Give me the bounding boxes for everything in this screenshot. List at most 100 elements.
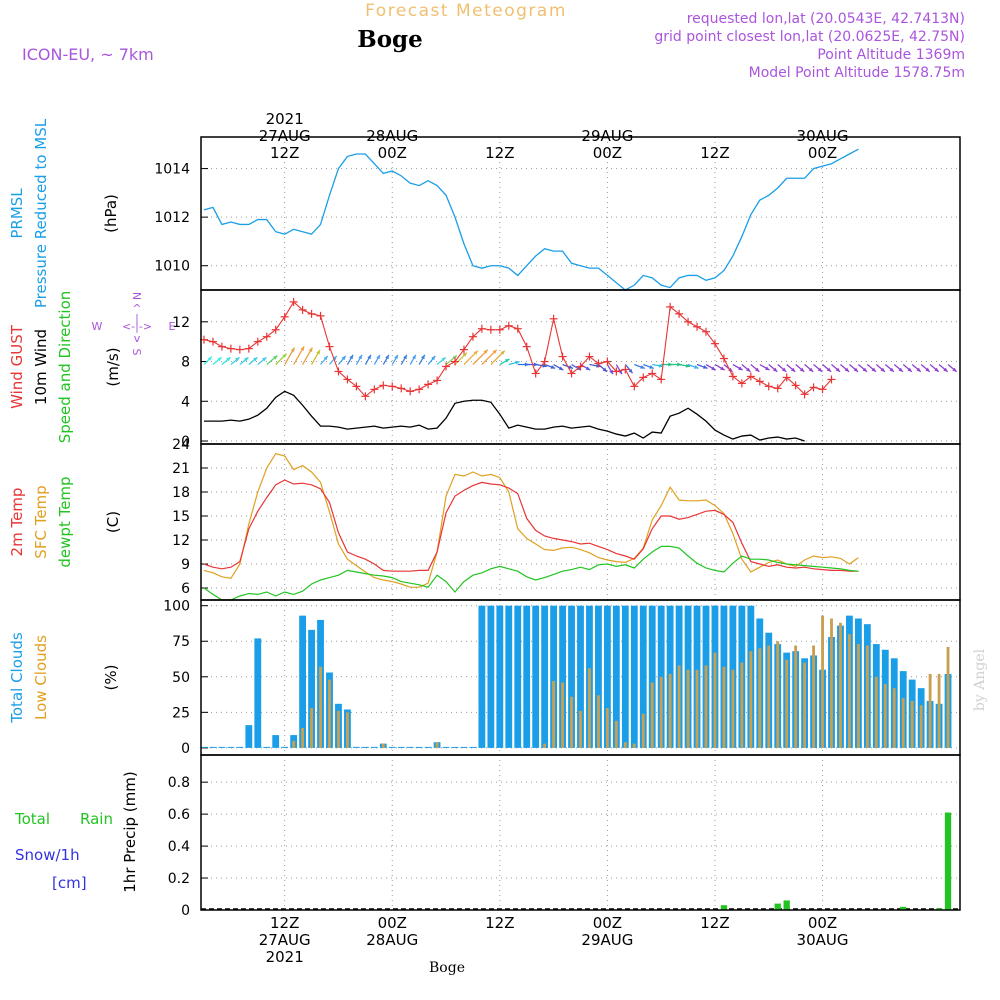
wind-arrow [840, 364, 850, 373]
wind-arrow-head [898, 367, 903, 372]
ytick-label-pressure: 1010 [154, 259, 190, 275]
total-cloud-bar [532, 605, 540, 748]
wind-gust-marker [388, 382, 397, 391]
total-cloud-bar [487, 605, 495, 748]
ytick-label-precip: 0 [181, 903, 190, 919]
panel-frame-precip [200, 754, 961, 911]
forecast-meteogram-title: Forecast Meteogram [365, 1, 567, 21]
time-top-label: 12Z [270, 144, 299, 162]
wind-arrow [732, 363, 743, 371]
wind-arrow [643, 363, 654, 369]
wind-gust-marker [424, 380, 433, 389]
wind-gust-marker [504, 321, 513, 330]
wind-arrow [553, 363, 564, 371]
wind-arrow-head [764, 366, 770, 371]
wind-arrow [822, 364, 832, 373]
low-cloud-bar [641, 713, 645, 748]
wind-arrow-head [711, 366, 716, 371]
low-cloud-bar [919, 705, 923, 748]
low-cloud-bar [901, 698, 905, 748]
wind-gust-marker [773, 384, 782, 393]
wind-arrow [373, 354, 381, 365]
wind-arrow-head [649, 365, 654, 369]
wind-arrow-head [685, 363, 691, 368]
time-top-label: 28AUG [366, 127, 418, 145]
wind-arrow-head [273, 355, 278, 360]
wind-arrow [911, 364, 922, 373]
low-cloud-bar [659, 676, 663, 748]
time-top-label: 30AUG [797, 127, 849, 145]
model-point-altitude: Model Point Altitude 1578.75m [749, 65, 965, 81]
wind-gust-marker [809, 383, 818, 392]
wind-gust-marker [397, 384, 406, 393]
wind-arrow-head [421, 354, 425, 360]
low-cloud-bar [292, 740, 296, 748]
ylabel-wind-1: 10m Wind [32, 329, 50, 405]
wind-arrow-head [403, 354, 407, 360]
low-cloud-bar [704, 665, 708, 748]
wind-arrow [490, 350, 506, 365]
total-cloud-bar [424, 746, 432, 748]
wind-arrow-head [376, 354, 380, 360]
wind-arrow-head [746, 367, 751, 372]
wind-arrow [203, 356, 213, 365]
wind-gust-marker [549, 314, 558, 323]
ytick-label-pressure: 1012 [154, 210, 190, 226]
sfc-temp-line [203, 452, 859, 588]
wind-gust-marker [459, 345, 468, 354]
time-bottom-label: 00Z [593, 914, 622, 932]
total-cloud-bar [236, 746, 244, 748]
low-cloud-bar [345, 712, 349, 748]
wind-arrow-head [907, 367, 912, 372]
time-top-label: 27AUG [259, 127, 311, 145]
total-cloud-bar [478, 605, 486, 748]
compass-west: W [92, 320, 103, 333]
wind-arrow [875, 364, 886, 373]
wind-gust-marker [235, 345, 244, 354]
wind-arrow-head [585, 366, 591, 371]
total-cloud-bar [648, 605, 656, 748]
low-cloud-bar [301, 727, 305, 748]
total-cloud-bar [595, 605, 602, 748]
rain-bar [935, 908, 943, 910]
wind-arrow [768, 364, 778, 373]
compass-down-arrow: v [134, 332, 141, 345]
wind-arrow [804, 364, 814, 373]
time-bottom-label: 00Z [808, 914, 837, 932]
wind-gust-marker [298, 305, 307, 314]
total-cloud-bar [514, 605, 522, 748]
wind-gust-marker [271, 325, 280, 334]
wind-arrow [884, 364, 895, 373]
wind-arrow-head [853, 367, 859, 372]
time-bottom-label: 30AUG [797, 931, 849, 949]
wind-gust-marker [612, 367, 621, 376]
ylabel-temp-1: SFC Temp [32, 485, 50, 558]
wind-arrow [857, 364, 868, 373]
wind-arrow-head [349, 354, 354, 360]
bottom-location: Boge [429, 960, 465, 976]
wind-gust-marker [684, 317, 693, 326]
precip-side-label-2: Snow/1h [15, 846, 80, 864]
wind-arrow [221, 356, 231, 366]
wind-gust-marker [451, 357, 459, 366]
wind-gust-marker [495, 325, 504, 334]
ytick-label-clouds: 75 [172, 634, 190, 650]
low-cloud-bar [910, 700, 914, 748]
wind-gust-marker [217, 342, 226, 351]
total-cloud-bar [397, 746, 405, 748]
low-cloud-bar [328, 679, 331, 748]
wind-arrow-head [282, 353, 287, 358]
wind-gust-marker [379, 381, 388, 390]
total-cloud-bar [523, 605, 531, 748]
low-cloud-bar [946, 646, 950, 748]
compass-horizontal: <-|-> [122, 320, 152, 333]
time-bottom-label: 00Z [378, 914, 407, 932]
total-cloud-bar [630, 605, 638, 748]
wind-arrow [364, 354, 372, 365]
wind-gust-marker [827, 375, 836, 384]
wind-arrow-head [943, 367, 948, 372]
wind-gust-marker [370, 385, 379, 394]
wind-gust-marker [594, 359, 603, 368]
ytick-label-clouds: 25 [172, 705, 190, 721]
rain-bar [783, 900, 790, 910]
